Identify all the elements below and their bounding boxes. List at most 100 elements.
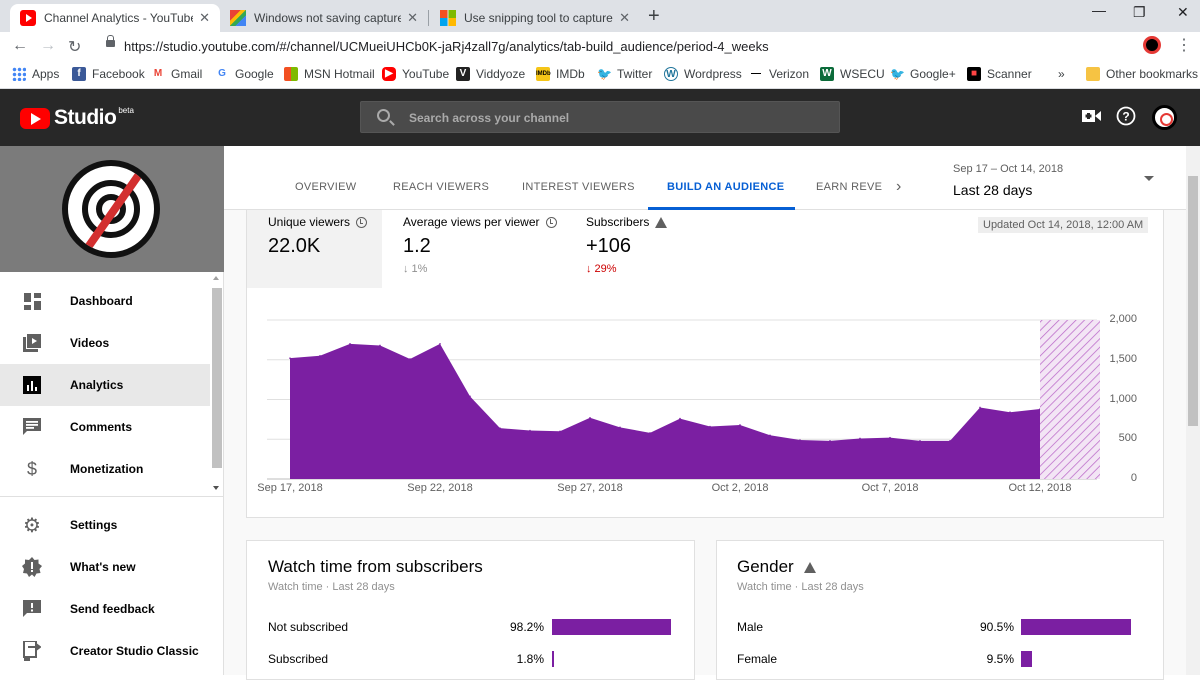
bookmark-wordpress[interactable]: W Wordpress xyxy=(664,67,742,81)
address-bar[interactable]: https://studio.youtube.com/#/channel/UCM… xyxy=(96,34,1136,59)
main-scroll-thumb[interactable] xyxy=(1188,176,1198,426)
chevron-right-icon[interactable]: › xyxy=(896,178,902,195)
x-tick-label: Oct 12, 2018 xyxy=(1008,482,1072,494)
close-tab-icon[interactable]: ✕ xyxy=(199,10,210,25)
sidebar-item-analytics[interactable]: Analytics xyxy=(0,364,210,406)
sidebar-item-videos[interactable]: Videos xyxy=(0,322,210,364)
metric-subscribers[interactable]: Subscribers +106 ↓ 29% xyxy=(586,215,668,275)
logo-text: Studio xyxy=(54,106,117,129)
bookmark-scanner[interactable]: ■ Scanner xyxy=(967,67,1032,81)
bookmark-facebook[interactable]: f Facebook xyxy=(72,67,145,81)
sidebar-item-monetization[interactable]: $ Monetization xyxy=(0,448,210,490)
close-tab-icon[interactable]: ✕ xyxy=(407,10,418,25)
tab-build-an-audience[interactable]: BUILD AN AUDIENCE xyxy=(667,181,785,193)
bookmark-twitter[interactable]: 🐦 Twitter xyxy=(597,67,652,81)
bookmark-gmail[interactable]: M Gmail xyxy=(151,67,202,81)
tab-separator xyxy=(428,10,429,26)
forward-icon[interactable]: → xyxy=(40,37,56,54)
bookmark-apps[interactable]: Apps xyxy=(12,67,59,81)
bookmark-label: MSN Hotmail xyxy=(304,67,375,81)
extension-icon[interactable] xyxy=(1143,36,1161,54)
analytics-tabs: OVERVIEW REACH VIEWERS INTEREST VIEWERS … xyxy=(224,146,1186,210)
bookmark-label: YouTube xyxy=(402,67,450,81)
close-tab-icon[interactable]: ✕ xyxy=(619,10,630,25)
tab-earn-revenue[interactable]: EARN REVE xyxy=(816,181,883,193)
browser-tab-windows-not-saving[interactable]: Windows not saving captured Sc ✕ xyxy=(220,4,428,32)
tab-overview[interactable]: OVERVIEW xyxy=(295,181,357,193)
period-select[interactable]: Last 28 days xyxy=(953,182,1033,198)
x-tick-label: Sep 22, 2018 xyxy=(407,482,473,494)
bookmark-verizon[interactable]: — Verizon xyxy=(749,67,809,81)
new-tab-button[interactable]: + xyxy=(648,5,660,27)
browser-menu-icon[interactable]: ⋮ xyxy=(1176,37,1192,54)
sidebar-scrollbar[interactable] xyxy=(211,274,222,494)
account-avatar[interactable] xyxy=(1152,105,1177,130)
browser-toolbar: ← → ↻ https://studio.youtube.com/#/chann… xyxy=(0,32,1200,61)
y-tick-label: 0 xyxy=(1130,472,1137,484)
bookmark-label: Google+ xyxy=(910,67,956,81)
row-label-subscribed: Subscribed xyxy=(268,652,329,666)
chart-point xyxy=(889,436,891,439)
browser-tab-youtube-studio[interactable]: Channel Analytics - YouTube Stu ✕ xyxy=(10,4,220,32)
sidebar-item-comments[interactable]: Comments xyxy=(0,406,210,448)
chart-point xyxy=(739,424,741,426)
audience-chart[interactable] xyxy=(247,300,1147,500)
reload-icon[interactable]: ↻ xyxy=(68,39,82,56)
studio-logo[interactable]: Studio beta xyxy=(20,106,134,130)
metric-average-views[interactable]: Average views per viewer 1.2 ↓ 1% xyxy=(403,215,557,275)
chart-point xyxy=(709,425,711,428)
create-video-icon[interactable] xyxy=(1082,108,1102,129)
bookmark-google[interactable]: G Google xyxy=(215,67,274,81)
scroll-down-icon[interactable] xyxy=(213,486,219,490)
sidebar-item-whats-new[interactable]: What's new xyxy=(0,546,210,588)
search-input[interactable]: Search across your channel xyxy=(360,101,840,133)
back-icon[interactable]: ← xyxy=(12,37,28,54)
sidebar-scroll-thumb[interactable] xyxy=(212,288,222,468)
bookmark-google-plus[interactable]: 🐦 Google+ xyxy=(890,67,956,81)
bookmarks-overflow-button[interactable]: » xyxy=(1058,67,1065,81)
warning-icon[interactable] xyxy=(803,561,816,573)
chevron-down-icon[interactable] xyxy=(1144,176,1154,181)
svg-text:?: ? xyxy=(1122,110,1129,124)
bookmark-viddyoze[interactable]: V Viddyoze xyxy=(456,67,525,81)
warning-icon[interactable] xyxy=(655,216,668,228)
channel-avatar[interactable] xyxy=(62,160,160,258)
sidebar-item-send-feedback[interactable]: Send feedback xyxy=(0,588,210,630)
watch-time-title: Watch time from subscribers xyxy=(268,557,483,576)
url-text: https://studio.youtube.com/#/channel/UCM… xyxy=(124,39,769,54)
updated-timestamp: Updated Oct 14, 2018, 12:00 AM xyxy=(978,217,1149,233)
tab-interest-viewers[interactable]: INTEREST VIEWERS xyxy=(522,181,635,193)
metric-unique-viewers[interactable]: Unique viewers 22.0K xyxy=(268,215,368,258)
sidebar-item-dashboard[interactable]: Dashboard xyxy=(0,280,210,322)
bookmark-wsecu[interactable]: W WSECU xyxy=(820,67,885,81)
maximize-icon[interactable]: ❐ xyxy=(1133,4,1146,20)
help-icon[interactable]: ? xyxy=(1116,106,1136,131)
google-icon: G xyxy=(215,67,229,81)
x-tick-label: Sep 17, 2018 xyxy=(257,482,323,494)
tab-reach-viewers[interactable]: REACH VIEWERS xyxy=(393,181,490,193)
minimize-icon[interactable]: — xyxy=(1092,2,1106,18)
bookmark-youtube[interactable]: ▶ YouTube xyxy=(382,67,449,81)
chart-point xyxy=(679,417,681,420)
bookmark-msn-hotmail[interactable]: MSN Hotmail xyxy=(284,67,375,81)
close-window-icon[interactable]: ✕ xyxy=(1177,4,1189,20)
chart-point xyxy=(949,440,951,442)
bookmark-other[interactable]: Other bookmarks xyxy=(1086,67,1198,81)
info-icon[interactable] xyxy=(356,216,368,228)
sidebar-item-creator-studio-classic[interactable]: Creator Studio Classic xyxy=(0,630,210,672)
gmail-icon: M xyxy=(151,67,165,81)
watch-time-subtitle: Watch time · Last 28 days xyxy=(268,581,395,593)
main-scrollbar[interactable] xyxy=(1186,146,1200,675)
bookmark-label: Gmail xyxy=(171,67,203,81)
x-tick-label: Oct 7, 2018 xyxy=(861,482,919,494)
scroll-up-icon[interactable] xyxy=(213,276,219,280)
chart-projected-region xyxy=(1040,320,1100,479)
chart-area xyxy=(290,343,1040,479)
chart-point xyxy=(289,357,291,359)
browser-tab-snipping-tool[interactable]: Use snipping tool to capture scre ✕ xyxy=(430,4,640,32)
msn-icon xyxy=(284,67,298,81)
bookmark-imdb[interactable]: IMDb IMDb xyxy=(536,67,585,81)
sidebar-item-settings[interactable]: ⚙ Settings xyxy=(0,504,210,546)
info-icon[interactable] xyxy=(545,216,557,228)
wordpress-icon: W xyxy=(664,67,678,81)
